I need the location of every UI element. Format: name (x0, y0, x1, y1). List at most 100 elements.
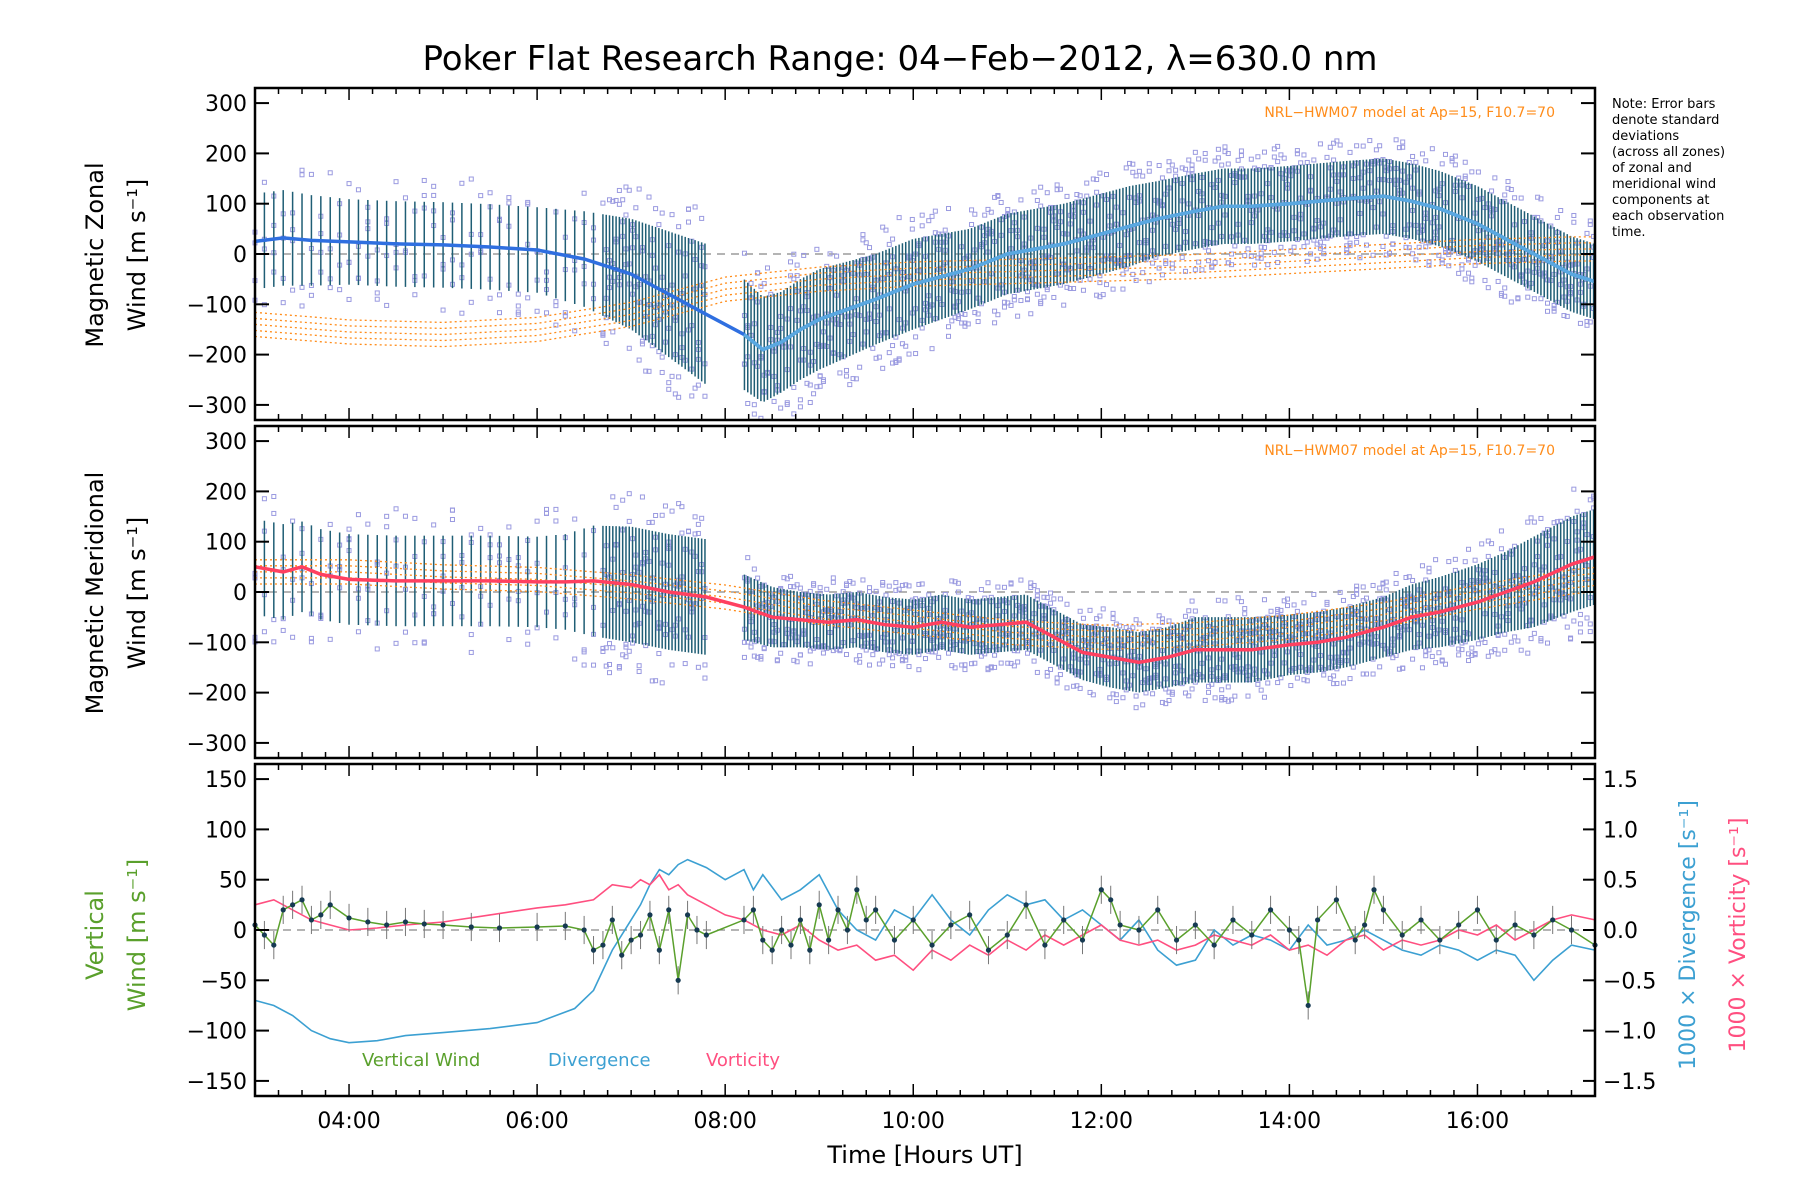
scatter-point (1301, 244, 1307, 250)
scatter-point (791, 251, 797, 257)
scatter-point (374, 296, 380, 302)
model-curve (255, 565, 1596, 632)
scatter-point (1206, 248, 1212, 254)
scatter-point (906, 583, 912, 589)
vertical-wind-point (844, 927, 851, 933)
scatter-point (459, 310, 465, 316)
scatter-point (1475, 641, 1481, 647)
scatter-point (1498, 546, 1504, 552)
scatter-point (1067, 286, 1073, 292)
scatter-point (1133, 705, 1139, 711)
scatter-point (1485, 553, 1491, 559)
vertical-wind-point (1211, 942, 1217, 948)
scatter-point (659, 512, 665, 518)
scatter-point (1028, 311, 1034, 317)
x-axis (254, 88, 1573, 420)
scatter-point (1314, 256, 1320, 262)
scatter-point (1255, 154, 1261, 160)
scatter-point (1502, 192, 1508, 198)
scatter-point (1120, 695, 1126, 701)
vertical-wind-point (807, 947, 813, 953)
scatter-point (1034, 669, 1040, 675)
y-tick-label: 50 (219, 869, 247, 894)
scatter-point (797, 652, 803, 658)
vertical-wind-point (308, 917, 315, 923)
scatter-point (616, 665, 622, 671)
scatter-point (1508, 639, 1514, 645)
scatter-point (1462, 276, 1468, 282)
scatter-point (666, 380, 672, 386)
scatter-point (1531, 296, 1537, 302)
note-line: components at (1612, 193, 1710, 208)
scatter-point (1182, 613, 1188, 619)
scatter-point (797, 397, 803, 403)
scatter-point (1110, 616, 1116, 622)
scatter-point (468, 176, 474, 182)
zonal-panel: NRL−HWM07 model at Ap=15, F10.7=70 Magne… (81, 86, 1597, 422)
scatter-point (506, 195, 512, 201)
scatter-point (1304, 258, 1310, 264)
scatter-point (857, 364, 863, 370)
scatter-point (1278, 607, 1284, 613)
scatter-point (1311, 157, 1317, 163)
scatter-point (496, 310, 502, 316)
scatter-point (308, 639, 314, 645)
scatter-point (626, 345, 632, 351)
scatter-point (1393, 137, 1399, 143)
scatter-group (252, 486, 1597, 711)
scatter-point (995, 192, 1001, 198)
scatter-point (572, 656, 578, 662)
vertical-wind-point (1399, 932, 1405, 938)
scatter-point (774, 658, 780, 664)
scatter-point (676, 501, 682, 507)
scatter-point (903, 654, 909, 660)
vertical-wind-point (346, 915, 352, 921)
scatter-point (788, 259, 794, 265)
vertical-wind-point (967, 912, 973, 918)
vertical-wind-point (910, 917, 916, 923)
right-tick-label: −0.5 (1603, 969, 1656, 994)
scatter-point (468, 299, 474, 305)
scatter-point (1571, 219, 1577, 225)
scatter-point (1327, 144, 1333, 150)
vertical-wind-point (261, 932, 268, 938)
scatter-point (431, 183, 437, 189)
scatter-point (1087, 607, 1093, 613)
scatter-point (873, 588, 879, 594)
scatter-point (860, 577, 866, 583)
scatter-point (639, 494, 645, 500)
x-tick-label: 04:00 (317, 1109, 380, 1134)
scatter-point (1163, 260, 1169, 266)
scatter-point (1064, 601, 1070, 607)
scatter-point (1018, 197, 1024, 203)
vertical-wind-point (365, 919, 371, 925)
scatter-point (1024, 650, 1030, 656)
scatter-point (748, 280, 754, 286)
scatter-point (636, 663, 642, 669)
scatter-point (1370, 582, 1376, 588)
scatter-point (1538, 515, 1544, 521)
scatter-point (1258, 255, 1264, 261)
scatter-point (299, 303, 305, 309)
x-axis: 04:00 06:00 08:00 10:00 12:00 14:00 16:00 (254, 764, 1573, 1134)
scatter-point (1429, 146, 1435, 152)
scatter-point (880, 582, 886, 588)
scatter-point (1363, 671, 1369, 677)
note-line: meridional wind (1612, 177, 1716, 192)
scatter-point (662, 503, 668, 509)
scatter-point (280, 300, 286, 306)
scatter-point (1245, 246, 1251, 252)
scatter-point (402, 629, 408, 635)
scatter-point (636, 669, 642, 675)
scatter-point (1538, 638, 1544, 644)
scatter-point (1321, 672, 1327, 678)
scatter-point (1531, 519, 1537, 525)
scatter-point (412, 515, 418, 521)
scatter-point (1363, 595, 1369, 601)
scatter-point (1426, 569, 1432, 575)
scatter-point (883, 592, 889, 598)
vertical-wind-point (327, 902, 333, 908)
scatter-point (1166, 697, 1172, 703)
scatter-point (1360, 143, 1366, 149)
scatter-point (820, 378, 826, 384)
